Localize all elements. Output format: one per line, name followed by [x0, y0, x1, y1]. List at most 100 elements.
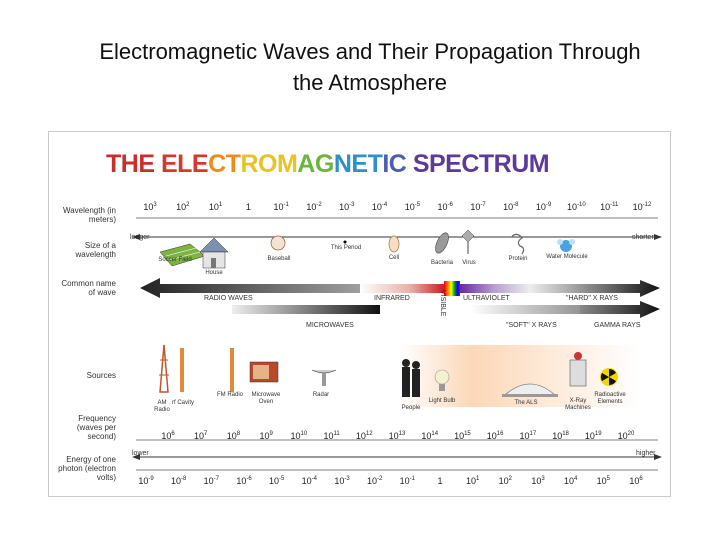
cell-icon: [388, 235, 400, 253]
banner-letter: I: [382, 150, 389, 178]
x-ray-machine-icon: [569, 352, 587, 387]
wave-name-soft-x: "SOFT" X RAYS: [506, 322, 557, 329]
frequency-tick: 1012: [355, 431, 373, 441]
wavelength-tick: 103: [143, 202, 157, 212]
radioactive-icon: [600, 368, 618, 386]
energy-lower-label: lower: [132, 450, 149, 457]
frequency-tick: 1017: [519, 431, 537, 441]
wave-name-visible: VISIBLE: [439, 290, 446, 317]
frequency-tick: 1014: [421, 431, 439, 441]
period-icon: [343, 240, 347, 244]
ultraviolet-band: [460, 284, 530, 293]
wavelength-longer-label: longer: [130, 234, 150, 241]
gamma-ray-band: [580, 301, 660, 318]
infrared-band: [360, 284, 444, 293]
banner-letter: C: [208, 150, 226, 178]
slide-title-line-1: Electromagnetic Waves and Their Propagat…: [99, 39, 641, 64]
row-label-size: Size of a wavelength: [75, 241, 116, 259]
wavelength-tick: 10-1: [273, 202, 289, 212]
frequency-tick: 1011: [323, 431, 340, 441]
energy-tick: 10-6: [236, 476, 252, 486]
soft-x-ray-band: [470, 305, 610, 314]
microwave-band: [232, 305, 380, 314]
energy-tick: 10-7: [203, 476, 219, 486]
banner-letter: T: [367, 150, 383, 178]
wavelength-tick: 10-10: [567, 202, 586, 212]
microwave-oven-icon: [249, 361, 279, 383]
baseball-icon: [270, 235, 286, 251]
energy-tick: 1: [437, 476, 443, 486]
energy-arrow-right-icon: [654, 454, 662, 460]
hard-x-ray-band: [530, 280, 660, 297]
energy-tick: 105: [596, 476, 610, 486]
house-icon: [199, 237, 229, 269]
am-radio-tower-icon: [159, 344, 169, 393]
banner-letter: E: [351, 150, 368, 178]
wavelength-shorter-label: shorter: [632, 234, 654, 241]
energy-tick: 101: [465, 476, 480, 486]
frequency-tick: 106: [161, 431, 175, 441]
banner-letter: E: [191, 150, 209, 178]
wavelength-tick: 10-3: [339, 202, 355, 212]
wave-name-radio: RADIO WAVES: [204, 295, 253, 302]
wave-name-infrared: INFRARED: [374, 295, 410, 302]
people-icon: [402, 359, 420, 397]
row-label-energy: Energy of one photon (electron volts): [58, 455, 116, 482]
source-label-people: People: [401, 405, 421, 411]
banner-letter: R: [240, 150, 259, 178]
protein-icon: [511, 233, 525, 255]
size-label-soccer-field: Soccer Field: [158, 257, 192, 263]
banner-word-spectrum: SPECTRUM: [412, 150, 550, 178]
frequency-tick: 1019: [584, 431, 602, 441]
energy-tick: 10-2: [366, 476, 383, 486]
size-label-cell: Cell: [388, 255, 400, 261]
frequency-tick: 107: [194, 431, 208, 441]
wavelength-tick: 1: [245, 202, 251, 212]
wavelength-tick: 101: [208, 202, 223, 212]
size-label-water-molecule: Water Molecule: [546, 254, 588, 260]
wave-name-gamma: GAMMA RAYS: [594, 322, 641, 329]
source-label-am-radio: AM Radio: [154, 400, 170, 413]
size-label-this-period: This Period: [330, 245, 362, 251]
energy-tick: 102: [498, 476, 512, 486]
wave-name-ultraviolet: ULTRAVIOLET: [463, 295, 510, 302]
frequency-tick: 108: [226, 431, 241, 441]
radar-dish-icon: [311, 369, 337, 386]
row-label-frequency: Frequency (waves per second): [76, 414, 116, 441]
arrow-left-icon: [132, 234, 140, 240]
banner-letter: G: [314, 150, 334, 178]
banner-letter: E: [160, 150, 178, 178]
energy-higher-label: higher: [636, 450, 656, 457]
water-molecule-icon: [557, 239, 575, 252]
wavelength-tick: 10-2: [306, 202, 322, 212]
virus-icon: [461, 229, 475, 254]
wavelength-tick: 10-11: [600, 202, 619, 212]
slide-title: Electromagnetic Waves and Their Propagat…: [20, 36, 720, 98]
arrow-right-icon: [654, 234, 662, 240]
wavelength-tick: 10-7: [470, 202, 486, 212]
row-label-common-name: Common name of wave: [61, 279, 116, 297]
row-label-wavelength: Wavelength (in meters): [62, 206, 116, 224]
wave-name-microwaves: MICROWAVES: [306, 322, 354, 329]
wavelength-tick: 10-4: [371, 202, 388, 212]
energy-tick: 10-8: [170, 476, 187, 486]
frequency-tick: 1015: [454, 431, 471, 441]
banner-letter: L: [177, 150, 192, 178]
row-label-sources: Sources: [86, 371, 116, 380]
light-bulb-icon: [434, 369, 450, 391]
source-label-radar: Radar: [312, 392, 330, 398]
wavelength-tick: 10-9: [535, 202, 552, 212]
soccer-field-icon: [159, 243, 206, 267]
energy-tick: 106: [629, 476, 643, 486]
energy-tick: 104: [563, 476, 578, 486]
banner-word-the: THE: [106, 150, 155, 178]
source-label-x-ray-machines: X-Ray Machines: [565, 398, 591, 411]
banner-letter: T: [225, 150, 241, 178]
size-label-baseball: Baseball: [267, 256, 291, 262]
als-building-icon: [502, 383, 558, 397]
wavelength-tick: 10-6: [437, 202, 453, 212]
source-label-fm-radio: FM Radio: [216, 392, 243, 398]
banner-letter: M: [276, 150, 298, 178]
energy-arrow-left-icon: [132, 454, 140, 460]
size-label-house: House: [205, 270, 223, 276]
